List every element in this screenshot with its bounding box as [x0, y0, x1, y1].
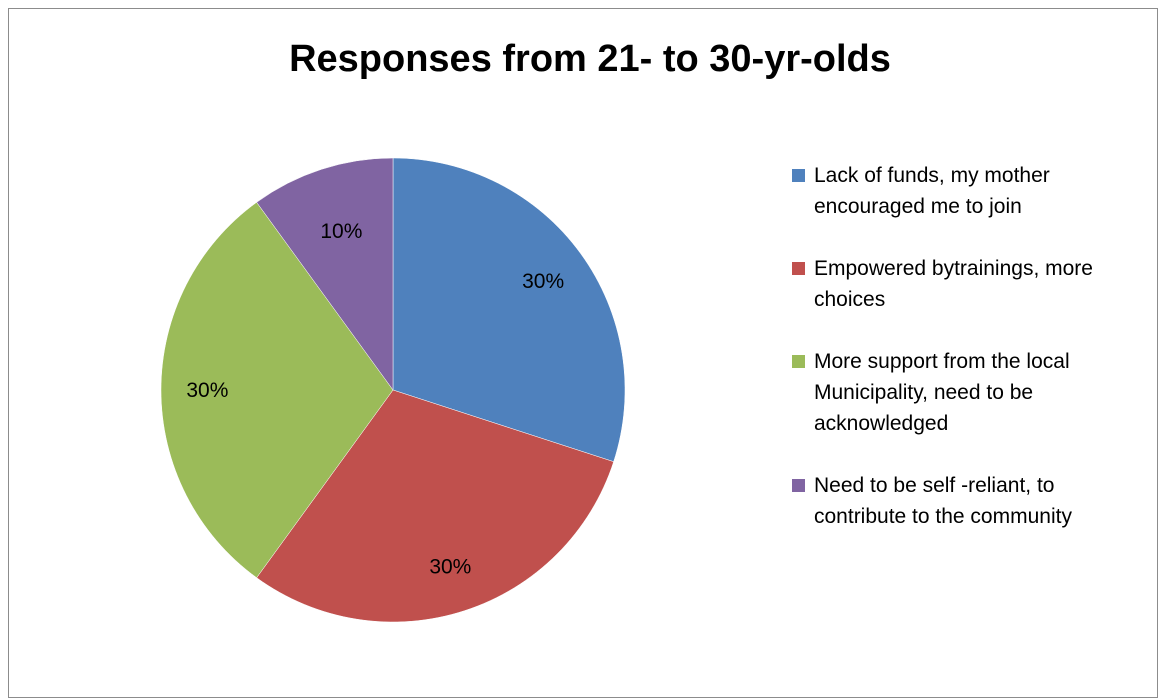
pie-slice	[160, 201, 394, 579]
legend-swatch	[792, 355, 805, 368]
legend-label: More support from the local Municipality…	[814, 350, 1070, 435]
legend-swatch	[792, 169, 805, 182]
chart-title: Responses from 21- to 30-yr-olds	[289, 38, 891, 80]
legend-item: More support from the local Municipality…	[792, 346, 1152, 470]
slice-data-label: 10%	[320, 220, 362, 243]
legend-item: Need to be self -reliant, to contribute …	[792, 470, 1152, 532]
legend-swatch	[792, 479, 805, 492]
slice-data-label: 30%	[186, 379, 228, 402]
pie-slice	[256, 389, 614, 623]
legend-item: Empowered bytrainings, more choices	[792, 253, 1152, 346]
legend-label: Lack of funds, my mother encouraged me t…	[814, 164, 1050, 218]
slice-data-label: 30%	[429, 556, 471, 579]
slice-data-label: 30%	[522, 270, 564, 293]
pie-slice	[256, 157, 394, 391]
legend: Lack of funds, my mother encouraged me t…	[792, 160, 1152, 532]
legend-swatch	[792, 262, 805, 275]
legend-label: Need to be self -reliant, to contribute …	[814, 474, 1072, 528]
legend-label: Empowered bytrainings, more choices	[814, 257, 1093, 311]
pie-chart: 30% 30% 30% 10%	[160, 157, 626, 623]
pie-slice	[392, 157, 626, 463]
legend-item: Lack of funds, my mother encouraged me t…	[792, 160, 1152, 253]
